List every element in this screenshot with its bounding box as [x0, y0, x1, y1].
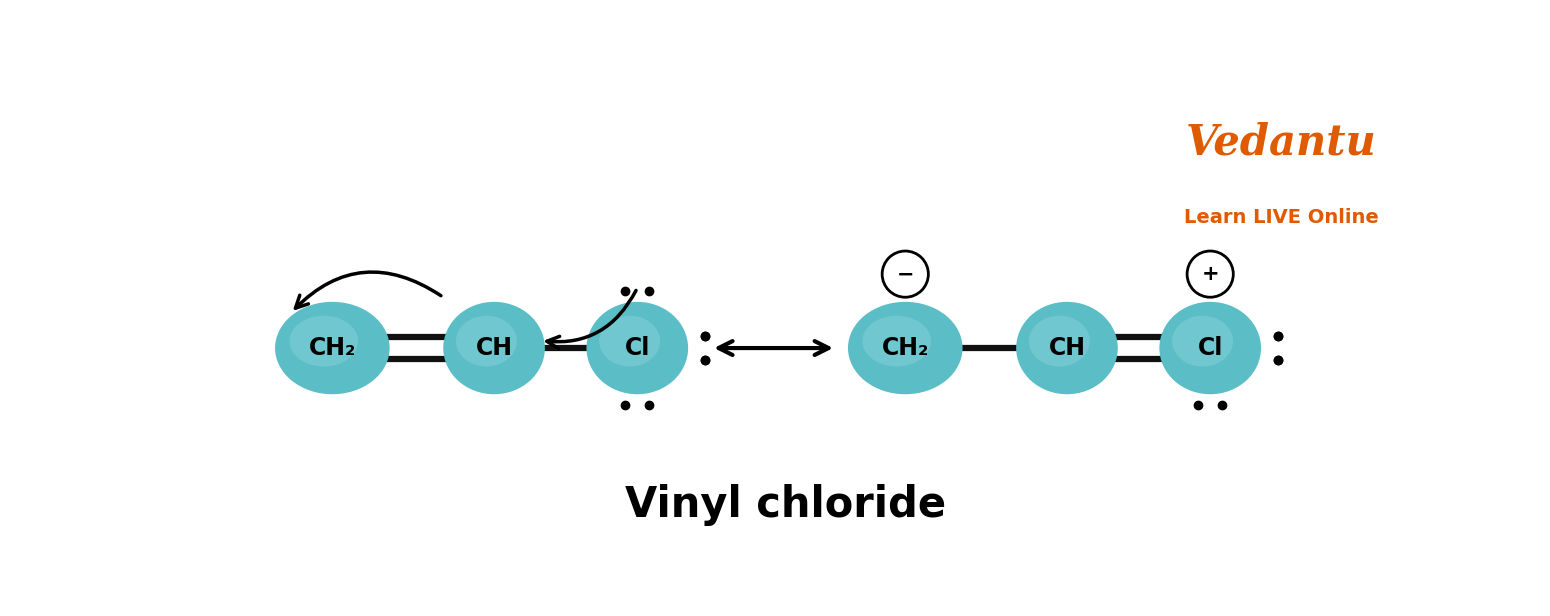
Ellipse shape — [586, 302, 688, 394]
Text: CH₂: CH₂ — [882, 336, 928, 360]
Ellipse shape — [456, 316, 518, 367]
Text: +: + — [1201, 264, 1218, 284]
Text: Vinyl chloride: Vinyl chloride — [625, 484, 946, 526]
Ellipse shape — [1029, 316, 1090, 367]
Text: CH: CH — [476, 336, 513, 360]
Text: Learn LIVE Online: Learn LIVE Online — [1184, 208, 1378, 227]
Ellipse shape — [848, 302, 963, 394]
Text: Vedantu: Vedantu — [1186, 121, 1376, 163]
Ellipse shape — [862, 316, 932, 367]
Ellipse shape — [290, 316, 358, 367]
Text: Cl: Cl — [1198, 336, 1223, 360]
Text: CH₂: CH₂ — [308, 336, 356, 360]
Ellipse shape — [443, 302, 546, 394]
Text: −: − — [896, 264, 914, 284]
Text: Cl: Cl — [625, 336, 649, 360]
Ellipse shape — [1159, 302, 1262, 394]
Text: CH: CH — [1048, 336, 1085, 360]
Ellipse shape — [600, 316, 660, 367]
Circle shape — [882, 251, 928, 297]
Ellipse shape — [1172, 316, 1234, 367]
Ellipse shape — [1017, 302, 1118, 394]
Ellipse shape — [274, 302, 389, 394]
Circle shape — [1187, 251, 1234, 297]
